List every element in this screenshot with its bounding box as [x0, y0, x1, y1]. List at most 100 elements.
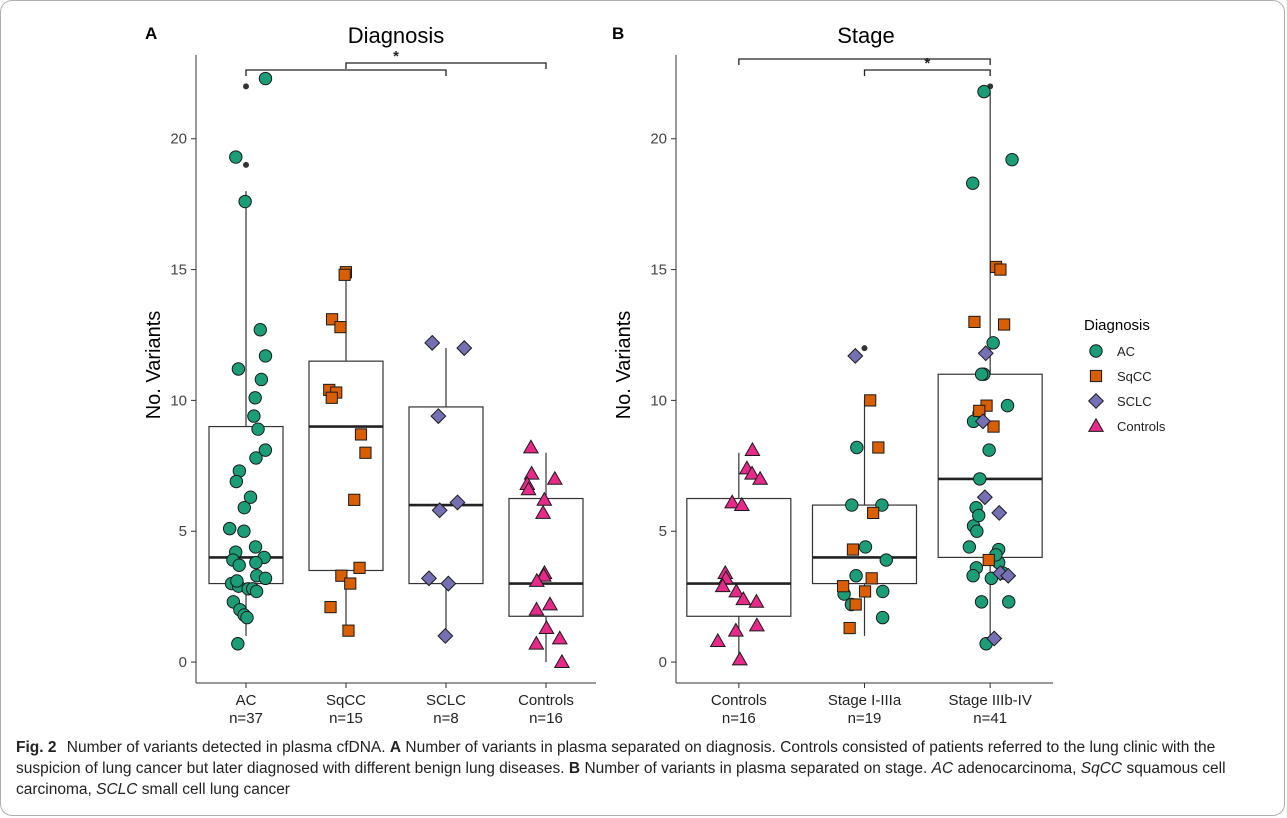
data-point-ac — [249, 555, 263, 570]
data-point-sqcc — [973, 404, 986, 417]
x-tick-count-label: n=37 — [229, 710, 263, 727]
data-point-sclc — [986, 630, 1003, 647]
x-tick-label: SqCC — [326, 692, 366, 709]
caption-def-sclc: small cell lung cancer — [141, 781, 290, 798]
data-point-sqcc — [998, 318, 1011, 331]
caption-fig-label: Fig. 2 — [16, 739, 57, 756]
data-point-sqcc — [858, 585, 872, 598]
legend-marker-sqcc — [1089, 369, 1103, 383]
figure-caption: Fig. 2 Number of variants detected in pl… — [16, 737, 1271, 800]
significance-bracket — [863, 69, 991, 76]
panel-a: A Diagnosis No. Variants 0 5 10 15 20 ACn=37 S… — [143, 23, 596, 727]
legend-item-sclc: SCLC — [1087, 392, 1152, 410]
legend-marker-ac — [1089, 344, 1103, 358]
data-point-sqcc — [872, 441, 885, 454]
data-point-controls — [535, 504, 552, 519]
data-point-ac — [977, 84, 991, 99]
data-point-ac — [222, 521, 237, 536]
legend-label: SqCC — [1117, 369, 1152, 384]
data-point-ac — [230, 574, 244, 588]
data-point-ac — [248, 391, 262, 405]
x-tick-label: AC — [236, 692, 257, 709]
data-point-ac — [248, 540, 263, 554]
data-point-sqcc — [353, 561, 366, 574]
y-tick-label: 15 — [650, 262, 667, 279]
legend-marker-sclc — [1087, 392, 1105, 410]
box-AC — [208, 83, 284, 636]
data-point-controls — [748, 593, 765, 608]
data-point-sqcc — [968, 315, 981, 328]
caption-text-1: Number of variants detected in plasma cf… — [66, 739, 386, 756]
data-point-ac — [258, 71, 273, 86]
data-point-ac — [249, 584, 264, 599]
data-point-sqcc — [987, 420, 1000, 433]
panel-b-title: Stage — [837, 23, 895, 48]
data-point-ac — [258, 349, 273, 363]
data-point-ac — [232, 558, 246, 572]
x-tick-count-label: n=41 — [973, 710, 1007, 727]
data-point-ac — [258, 443, 273, 457]
data-point-controls — [553, 653, 570, 668]
box-Controls — [686, 452, 792, 663]
data-point-sclc — [977, 345, 994, 362]
data-point-ac — [879, 553, 893, 567]
data-point-ac — [229, 150, 243, 164]
data-point-sclc — [424, 334, 441, 351]
data-point-ac — [238, 194, 252, 209]
outlier-point — [243, 161, 249, 168]
data-point-ac — [229, 474, 244, 489]
data-point-sqcc — [994, 263, 1007, 276]
data-point-sclc — [976, 489, 993, 506]
y-tick-label: 5 — [659, 523, 667, 540]
caption-abbr-sqcc: SqCC — [1080, 760, 1123, 777]
data-point-controls — [546, 470, 563, 485]
x-tick-label: Stage IIIb-IV — [948, 692, 1031, 709]
data-point-controls — [528, 572, 545, 587]
x-tick-label: Controls — [518, 692, 574, 709]
figure-svg: A Diagnosis No. Variants 05101520ACn=37S… — [143, 23, 1166, 727]
panel-a-title: Diagnosis — [348, 23, 445, 48]
box-iqr — [686, 497, 792, 617]
caption-a-label: A — [389, 739, 402, 756]
y-tick-label: 5 — [179, 523, 187, 540]
box-Stage I-IIIa — [811, 345, 918, 636]
data-point-ac — [845, 498, 859, 512]
data-point-ac — [974, 595, 989, 609]
caption-def-ac: adenocarcinoma, — [957, 760, 1077, 777]
data-point-ac — [243, 490, 258, 504]
data-point-ac — [876, 584, 890, 599]
data-point-ac — [962, 540, 977, 554]
data-point-ac — [251, 422, 265, 436]
data-point-ac — [982, 443, 996, 457]
data-point-controls — [731, 651, 748, 666]
data-point-ac — [849, 569, 863, 583]
data-point-controls — [551, 630, 568, 645]
legend-marker-controls — [1087, 417, 1105, 432]
data-point-controls — [522, 439, 539, 454]
data-point-controls — [541, 596, 559, 611]
legend-label: SCLC — [1117, 394, 1152, 409]
outlier-point — [861, 345, 868, 352]
data-point-sqcc — [849, 598, 862, 611]
significance-bracket — [245, 69, 447, 76]
data-point-sqcc — [324, 601, 337, 614]
data-point-ac — [231, 637, 245, 651]
caption-b-label: B — [568, 760, 581, 777]
data-point-controls — [744, 465, 761, 480]
data-point-ac — [1000, 398, 1015, 413]
data-point-controls — [528, 635, 545, 650]
legend: Diagnosis AC SqCC SCLC Controls — [1084, 317, 1166, 434]
data-point-ac — [970, 524, 984, 538]
panel-b: B Stage No. Variants 05101520Controlsn=1… — [612, 23, 1053, 727]
data-point-ac — [986, 336, 1000, 350]
data-point-ac — [231, 362, 246, 376]
box-SCLC — [408, 348, 484, 636]
panel-a-ylabel: No. Variants — [143, 311, 165, 420]
data-point-controls — [520, 481, 537, 496]
data-point-ac — [850, 440, 864, 455]
box-iqr — [408, 406, 484, 585]
data-point-sqcc — [359, 446, 372, 459]
